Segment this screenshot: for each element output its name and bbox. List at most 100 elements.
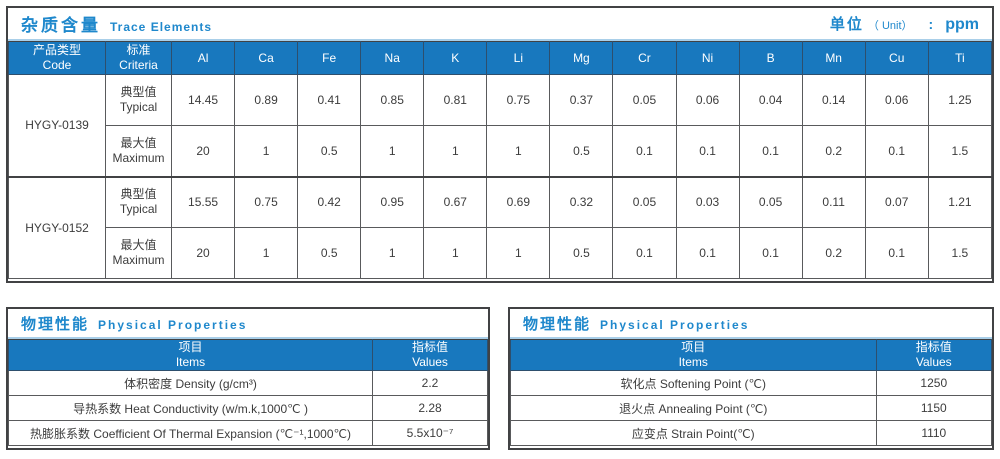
column-header-element: Cr <box>612 41 677 75</box>
value-cell: 0.11 <box>801 175 866 228</box>
product-code-cell: HYGY-0152 <box>8 175 106 279</box>
items-header-en: Items <box>678 355 708 369</box>
items-header-zh: 项目 <box>178 340 203 354</box>
column-header-values: 指标值 Values <box>875 339 993 371</box>
table-row: 最大值 Maximum 20 1 0.5 1 1 1 0.5 0.1 0.1 0… <box>9 125 993 177</box>
value-cell: 0.5 <box>297 227 362 279</box>
column-header-element: Li <box>486 41 551 75</box>
criteria-header-en: Criteria <box>119 58 158 72</box>
value-cell: 1 <box>423 125 488 177</box>
value-cell: 1 <box>360 227 425 279</box>
product-code-cell: HYGY-0139 <box>8 74 106 177</box>
value-cell: 0.89 <box>234 74 299 126</box>
value-cell: 2.2 <box>372 370 488 396</box>
value-cell: 0.14 <box>801 74 866 126</box>
value-cell: 1.25 <box>927 74 993 126</box>
criteria-header-zh: 标准 <box>126 43 151 57</box>
trace-section-titlebar: 杂质含量 Trace Elements 单位 （ Unit） : ppm <box>8 8 992 41</box>
value-cell: 0.2 <box>801 125 866 177</box>
table-row: HYGY-0139 典型值 Typical 14.45 0.89 0.41 0.… <box>8 74 993 177</box>
value-cell: 0.32 <box>549 175 614 228</box>
criteria-en: Typical <box>119 100 158 114</box>
value-cell: 0.1 <box>612 125 677 177</box>
physical-right-title-zh: 物理性能 <box>523 315 592 333</box>
column-header-element: Ti <box>927 41 993 75</box>
table-row: 体积密度 Density (g/cm³) 2.2 <box>7 370 488 396</box>
physical-properties-section-left: 物理性能 Physical Properties 项目 Items 指标值 Va… <box>6 307 490 450</box>
column-header-element: Na <box>360 41 425 75</box>
value-cell: 0.03 <box>675 175 740 228</box>
unit-value: ppm <box>945 16 979 33</box>
unit-colon: : <box>928 16 934 32</box>
column-header-element: Cu <box>864 41 929 75</box>
column-header-element: B <box>738 41 803 75</box>
value-cell: 1110 <box>875 420 993 446</box>
value-cell: 0.5 <box>549 125 614 177</box>
physical-right-header-row: 项目 Items 指标值 Values <box>510 339 993 371</box>
value-cell: 0.95 <box>360 175 425 228</box>
value-cell: 0.05 <box>612 74 677 126</box>
value-cell: 0.04 <box>738 74 803 126</box>
value-cell: 20 <box>170 125 236 177</box>
value-cell: 15.55 <box>170 175 236 228</box>
criteria-cell: 最大值 Maximum <box>105 125 172 177</box>
value-cell: 1250 <box>875 370 993 396</box>
table-row: 退火点 Annealing Point (℃) 1150 <box>510 395 993 421</box>
value-cell: 0.1 <box>864 125 929 177</box>
value-cell: 1.5 <box>927 227 993 279</box>
value-cell: 1 <box>486 227 551 279</box>
table-row: 热膨胀系数 Coefficient Of Thermal Expansion (… <box>7 420 488 446</box>
criteria-cell: 典型值 Typical <box>105 175 172 228</box>
trace-section-title: 杂质含量 Trace Elements <box>21 11 212 36</box>
trace-title-zh: 杂质含量 <box>21 16 101 35</box>
item-cell: 导热系数 Heat Conductivity (w/m.k,1000℃ ) <box>7 395 374 421</box>
value-cell: 0.1 <box>675 227 740 279</box>
column-header-element: Ca <box>234 41 299 75</box>
value-cell: 0.5 <box>549 227 614 279</box>
value-cell: 0.2 <box>801 227 866 279</box>
criteria-zh: 典型值 <box>120 187 157 202</box>
value-cell: 0.06 <box>675 74 740 126</box>
values-header-zh: 指标值 <box>412 340 449 354</box>
value-cell: 5.5x10⁻⁷ <box>372 420 488 446</box>
table-row: 最大值 Maximum 20 1 0.5 1 1 1 0.5 0.1 0.1 0… <box>9 227 993 279</box>
value-cell: 0.1 <box>864 227 929 279</box>
value-cell: 0.37 <box>549 74 614 126</box>
item-cell: 退火点 Annealing Point (℃) <box>510 395 877 421</box>
value-cell: 0.67 <box>423 175 488 228</box>
value-cell: 0.69 <box>486 175 551 228</box>
items-header-zh: 项目 <box>681 340 706 354</box>
physical-right-table: 项目 Items 指标值 Values 软化点 Softening Point … <box>510 339 993 446</box>
criteria-cell: 最大值 Maximum <box>105 227 172 279</box>
table-row: 应变点 Strain Point(℃) 1110 <box>510 420 993 446</box>
table-row: 导热系数 Heat Conductivity (w/m.k,1000℃ ) 2.… <box>7 395 488 421</box>
value-cell: 0.06 <box>864 74 929 126</box>
value-cell: 2.28 <box>372 395 488 421</box>
physical-properties-section-right: 物理性能 Physical Properties 项目 Items 指标值 Va… <box>508 307 994 450</box>
value-cell: 0.1 <box>612 227 677 279</box>
column-header-element: Fe <box>297 41 362 75</box>
physical-left-title-zh: 物理性能 <box>21 315 90 333</box>
value-cell: 0.41 <box>297 74 362 126</box>
criteria-cell: 典型值 Typical <box>105 74 172 126</box>
item-cell: 应变点 Strain Point(℃) <box>510 420 877 446</box>
column-header-items: 项目 Items <box>7 339 374 371</box>
physical-left-title-en: Physical Properties <box>98 317 248 332</box>
code-header-zh: 产品类型 <box>32 43 81 57</box>
values-header-zh: 指标值 <box>915 340 952 354</box>
physical-left-titlebar: 物理性能 Physical Properties <box>8 309 488 339</box>
trace-title-en: Trace Elements <box>110 20 213 34</box>
value-cell: 20 <box>170 227 236 279</box>
value-cell: 1 <box>486 125 551 177</box>
value-cell: 1.5 <box>927 125 993 177</box>
trace-elements-table: 产品类型 Code 标准 Criteria Al Ca Fe Na K Li M… <box>8 41 993 279</box>
value-cell: 0.1 <box>738 125 803 177</box>
value-cell: 1 <box>423 227 488 279</box>
value-cell: 14.45 <box>170 74 236 126</box>
criteria-zh: 最大值 <box>120 135 157 150</box>
items-header-en: Items <box>175 355 206 369</box>
criteria-en: Maximum <box>112 150 165 165</box>
value-cell: 0.05 <box>738 175 803 228</box>
values-header-en: Values <box>412 355 448 369</box>
criteria-zh: 典型值 <box>120 85 157 99</box>
